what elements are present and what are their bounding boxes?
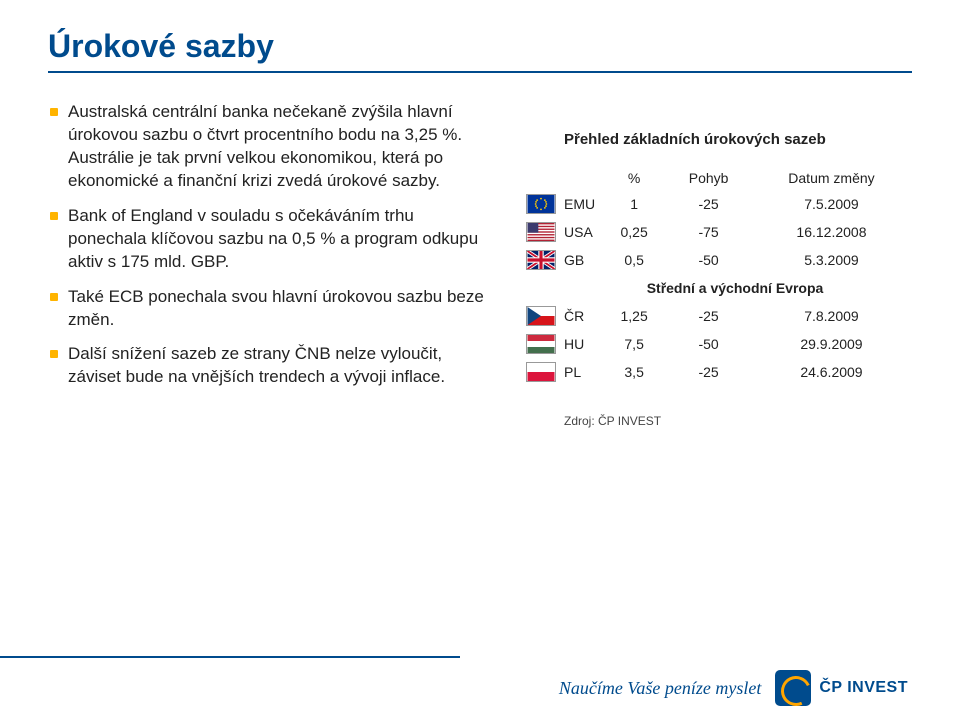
rate-label: HU — [558, 330, 602, 358]
rate-date: 24.6.2009 — [751, 358, 912, 386]
rate-pct: 0,25 — [602, 218, 666, 246]
table-row: HU 7,5 -50 29.9.2009 — [524, 330, 912, 358]
rate-pct: 1,25 — [602, 302, 666, 330]
rate-label: GB — [558, 246, 602, 274]
table-row: GB 0,5 -50 5.3.2009 — [524, 246, 912, 274]
col-pct: % — [602, 166, 666, 190]
table-row: EMU 1 -25 7.5.2009 — [524, 190, 912, 218]
brand-name: ČP INVEST — [819, 679, 908, 697]
rate-date: 29.9.2009 — [751, 330, 912, 358]
pl-flag-icon — [526, 362, 556, 382]
left-column: Australská centrální banka nečekaně zvýš… — [48, 101, 488, 428]
eu-flag-icon — [526, 194, 556, 214]
rate-date: 16.12.2008 — [751, 218, 912, 246]
rate-label: EMU — [558, 190, 602, 218]
table-source: Zdroj: ČP INVEST — [524, 414, 912, 428]
col-date: Datum změny — [751, 166, 912, 190]
slide-title: Úrokové sazby — [48, 28, 912, 73]
rate-pct: 0,5 — [602, 246, 666, 274]
hu-flag-icon — [526, 334, 556, 354]
rate-move: -25 — [666, 302, 751, 330]
cz-flag-icon — [526, 306, 556, 326]
rates-table: % Pohyb Datum změny EMU 1 -25 7.5.2009 U… — [524, 166, 912, 386]
bullet-item: Bank of England v souladu s očekáváním t… — [48, 205, 488, 274]
rate-move: -50 — [666, 330, 751, 358]
table-header-row: % Pohyb Datum změny — [524, 166, 912, 190]
bullet-item: Australská centrální banka nečekaně zvýš… — [48, 101, 488, 193]
rate-move: -75 — [666, 218, 751, 246]
rate-move: -25 — [666, 358, 751, 386]
rate-label: ČR — [558, 302, 602, 330]
footer-tagline-block: Naučíme Vaše peníze myslet ČP INVEST — [559, 670, 908, 706]
table-title: Přehled základních úrokových sazeb — [524, 131, 912, 148]
rate-label: PL — [558, 358, 602, 386]
rate-date: 7.8.2009 — [751, 302, 912, 330]
brand-logo: ČP INVEST — [775, 670, 908, 706]
table-subheader: Střední a východní Evropa — [524, 274, 912, 302]
table-row: PL 3,5 -25 24.6.2009 — [524, 358, 912, 386]
right-column: Přehled základních úrokových sazeb % Poh… — [524, 101, 912, 428]
us-flag-icon — [526, 222, 556, 242]
table-row: USA 0,25 -75 16.12.2008 — [524, 218, 912, 246]
subheader-label: Střední a východní Evropa — [558, 274, 912, 302]
footer: Naučíme Vaše peníze myslet ČP INVEST — [0, 658, 960, 718]
gb-flag-icon — [526, 250, 556, 270]
content-row: Australská centrální banka nečekaně zvýš… — [48, 101, 912, 428]
footer-tagline: Naučíme Vaše peníze myslet — [559, 678, 761, 699]
rate-move: -25 — [666, 190, 751, 218]
rate-pct: 1 — [602, 190, 666, 218]
bullet-item: Další snížení sazeb ze strany ČNB nelze … — [48, 343, 488, 389]
rate-move: -50 — [666, 246, 751, 274]
rate-date: 7.5.2009 — [751, 190, 912, 218]
rate-pct: 3,5 — [602, 358, 666, 386]
table-row: ČR 1,25 -25 7.8.2009 — [524, 302, 912, 330]
rate-pct: 7,5 — [602, 330, 666, 358]
brand-logo-icon — [775, 670, 811, 706]
rate-label: USA — [558, 218, 602, 246]
bullet-list: Australská centrální banka nečekaně zvýš… — [48, 101, 488, 389]
bullet-item: Také ECB ponechala svou hlavní úrokovou … — [48, 286, 488, 332]
rate-date: 5.3.2009 — [751, 246, 912, 274]
col-move: Pohyb — [666, 166, 751, 190]
